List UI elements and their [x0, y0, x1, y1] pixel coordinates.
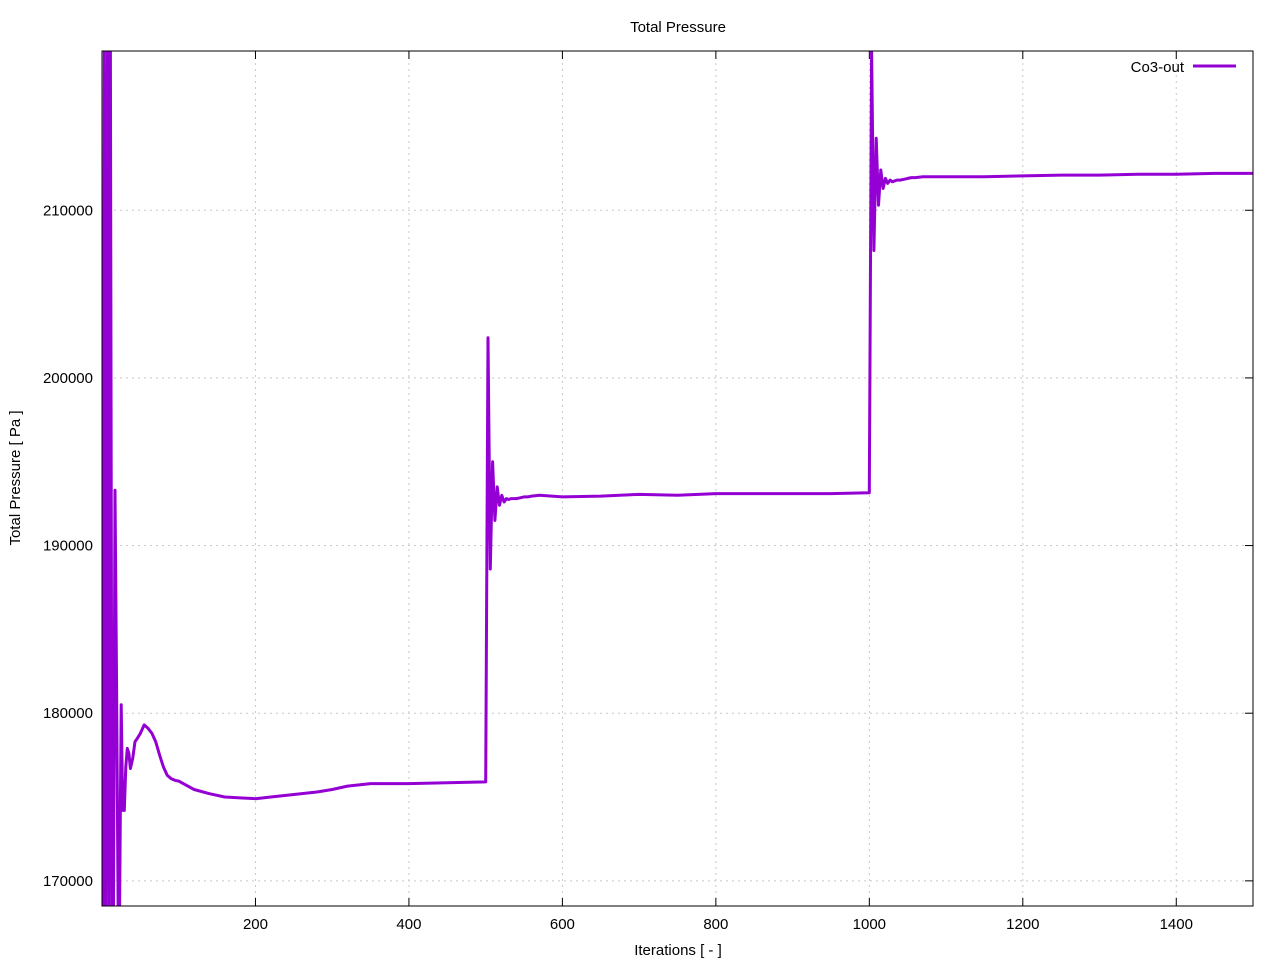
x-tick-label: 1400: [1160, 916, 1193, 933]
x-tick-label: 1200: [1006, 916, 1039, 933]
x-tick-label: 800: [703, 916, 728, 933]
series-line: [102, 51, 1253, 906]
y-tick-labels: 170000 180000 190000 200000 210000: [43, 202, 93, 890]
y-tick-label: 180000: [43, 705, 93, 722]
plot-frame: [101, 50, 1254, 907]
x-axis-label: Iterations [ - ]: [634, 942, 722, 959]
x-tick-labels: 200 400 600 800 1000 1200 1400: [243, 916, 1193, 933]
x-tick-label: 400: [396, 916, 421, 933]
series-layer: [102, 51, 1253, 906]
y-tick-label: 210000: [43, 202, 93, 219]
x-tick-label: 200: [243, 916, 268, 933]
legend: Co3-out: [1131, 59, 1236, 76]
legend-label: Co3-out: [1131, 59, 1185, 76]
y-tick-label: 200000: [43, 370, 93, 387]
y-tick-label: 170000: [43, 873, 93, 890]
x-tick-label: 1000: [853, 916, 886, 933]
y-tick-label: 190000: [43, 538, 93, 555]
chart-title: Total Pressure: [630, 19, 726, 36]
x-tick-label: 600: [550, 916, 575, 933]
y-axis-label: Total Pressure [ Pa ]: [7, 410, 24, 545]
